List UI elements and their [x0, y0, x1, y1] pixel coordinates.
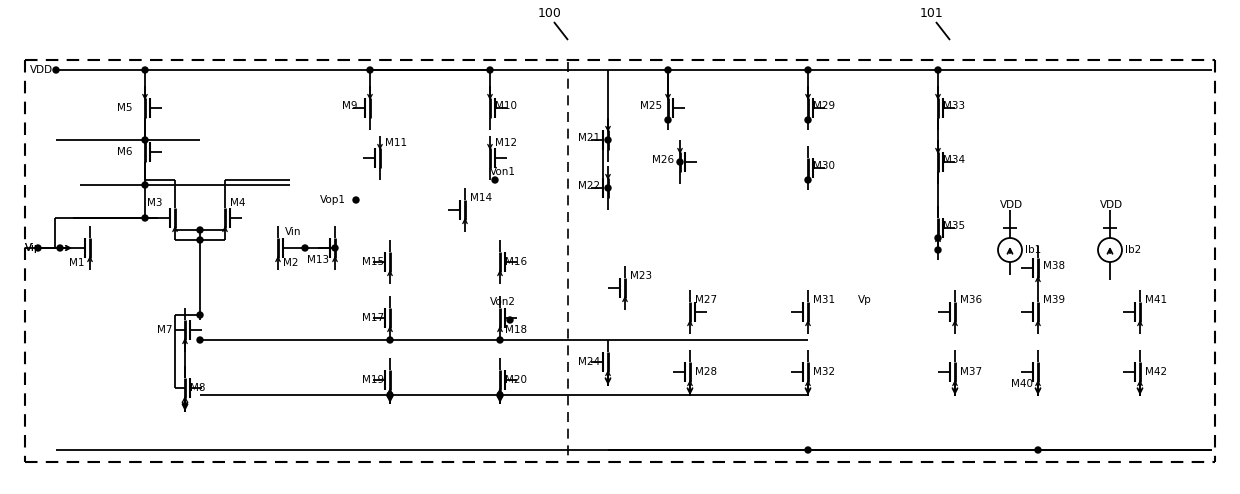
Text: M30: M30: [813, 161, 835, 171]
Circle shape: [497, 392, 503, 398]
Circle shape: [935, 235, 941, 241]
Circle shape: [353, 197, 360, 203]
Circle shape: [677, 159, 683, 165]
Text: M27: M27: [694, 295, 717, 305]
Text: M36: M36: [960, 295, 982, 305]
Circle shape: [935, 247, 941, 253]
Circle shape: [197, 337, 203, 343]
Text: M13: M13: [308, 255, 329, 265]
Circle shape: [805, 447, 811, 453]
Circle shape: [487, 67, 494, 73]
Circle shape: [143, 137, 148, 143]
Text: M35: M35: [942, 221, 965, 231]
Circle shape: [665, 67, 671, 73]
Text: 100: 100: [538, 7, 562, 20]
Text: Vip: Vip: [25, 243, 41, 253]
Text: M25: M25: [640, 101, 662, 111]
Text: Von1: Von1: [490, 167, 516, 177]
Text: M38: M38: [1043, 261, 1065, 271]
Text: M10: M10: [495, 101, 517, 111]
Text: M2: M2: [283, 258, 299, 268]
Text: Ib1: Ib1: [1025, 245, 1042, 255]
Text: M29: M29: [813, 101, 835, 111]
Circle shape: [197, 237, 203, 243]
Text: M23: M23: [630, 271, 652, 281]
Text: Ib2: Ib2: [1125, 245, 1141, 255]
Text: VDD: VDD: [999, 200, 1023, 210]
Text: M40: M40: [1011, 379, 1033, 389]
Text: M5: M5: [117, 103, 133, 113]
Circle shape: [492, 177, 498, 183]
Text: M26: M26: [652, 155, 675, 165]
Circle shape: [35, 245, 41, 251]
Text: M9: M9: [342, 101, 357, 111]
Text: Vp: Vp: [858, 295, 872, 305]
Circle shape: [497, 337, 503, 343]
Text: M14: M14: [470, 193, 492, 203]
Text: 101: 101: [920, 7, 944, 20]
Circle shape: [143, 215, 148, 221]
Text: M17: M17: [362, 313, 384, 323]
Text: M24: M24: [578, 357, 600, 367]
Circle shape: [387, 337, 393, 343]
Text: M7: M7: [157, 325, 172, 335]
Text: M20: M20: [505, 375, 527, 385]
Circle shape: [605, 137, 611, 143]
Text: M12: M12: [495, 138, 517, 148]
Text: Vip: Vip: [25, 243, 41, 253]
Text: Von2: Von2: [490, 297, 516, 307]
Circle shape: [665, 117, 671, 123]
Circle shape: [507, 317, 513, 323]
Circle shape: [197, 312, 203, 318]
Circle shape: [57, 245, 63, 251]
Circle shape: [805, 117, 811, 123]
Circle shape: [1035, 447, 1042, 453]
Text: M4: M4: [229, 198, 246, 208]
Text: M42: M42: [1145, 367, 1167, 377]
Text: M37: M37: [960, 367, 982, 377]
Circle shape: [143, 67, 148, 73]
Text: M18: M18: [505, 325, 527, 335]
Text: M16: M16: [505, 257, 527, 267]
Circle shape: [605, 185, 611, 191]
Circle shape: [387, 392, 393, 398]
Text: Vop1: Vop1: [320, 195, 346, 205]
Text: M33: M33: [942, 101, 965, 111]
Text: M31: M31: [813, 295, 835, 305]
Text: M1: M1: [69, 258, 86, 268]
Text: M21: M21: [578, 133, 600, 143]
Text: M39: M39: [1043, 295, 1065, 305]
Circle shape: [197, 227, 203, 233]
Circle shape: [53, 67, 60, 73]
Text: M41: M41: [1145, 295, 1167, 305]
Text: M8: M8: [190, 383, 206, 393]
Circle shape: [935, 67, 941, 73]
Text: M34: M34: [942, 155, 965, 165]
Text: Vin: Vin: [285, 227, 301, 237]
Circle shape: [332, 245, 339, 251]
Text: VDD: VDD: [30, 65, 53, 75]
Text: M15: M15: [362, 257, 384, 267]
Text: M32: M32: [813, 367, 835, 377]
Text: M28: M28: [694, 367, 717, 377]
Text: M11: M11: [384, 138, 407, 148]
Text: M19: M19: [362, 375, 384, 385]
Circle shape: [805, 67, 811, 73]
Text: VDD: VDD: [1100, 200, 1123, 210]
Text: M3: M3: [148, 198, 162, 208]
Text: M22: M22: [578, 181, 600, 191]
Circle shape: [367, 67, 373, 73]
Circle shape: [143, 182, 148, 188]
Circle shape: [805, 177, 811, 183]
Text: M6: M6: [117, 147, 133, 157]
Circle shape: [303, 245, 308, 251]
